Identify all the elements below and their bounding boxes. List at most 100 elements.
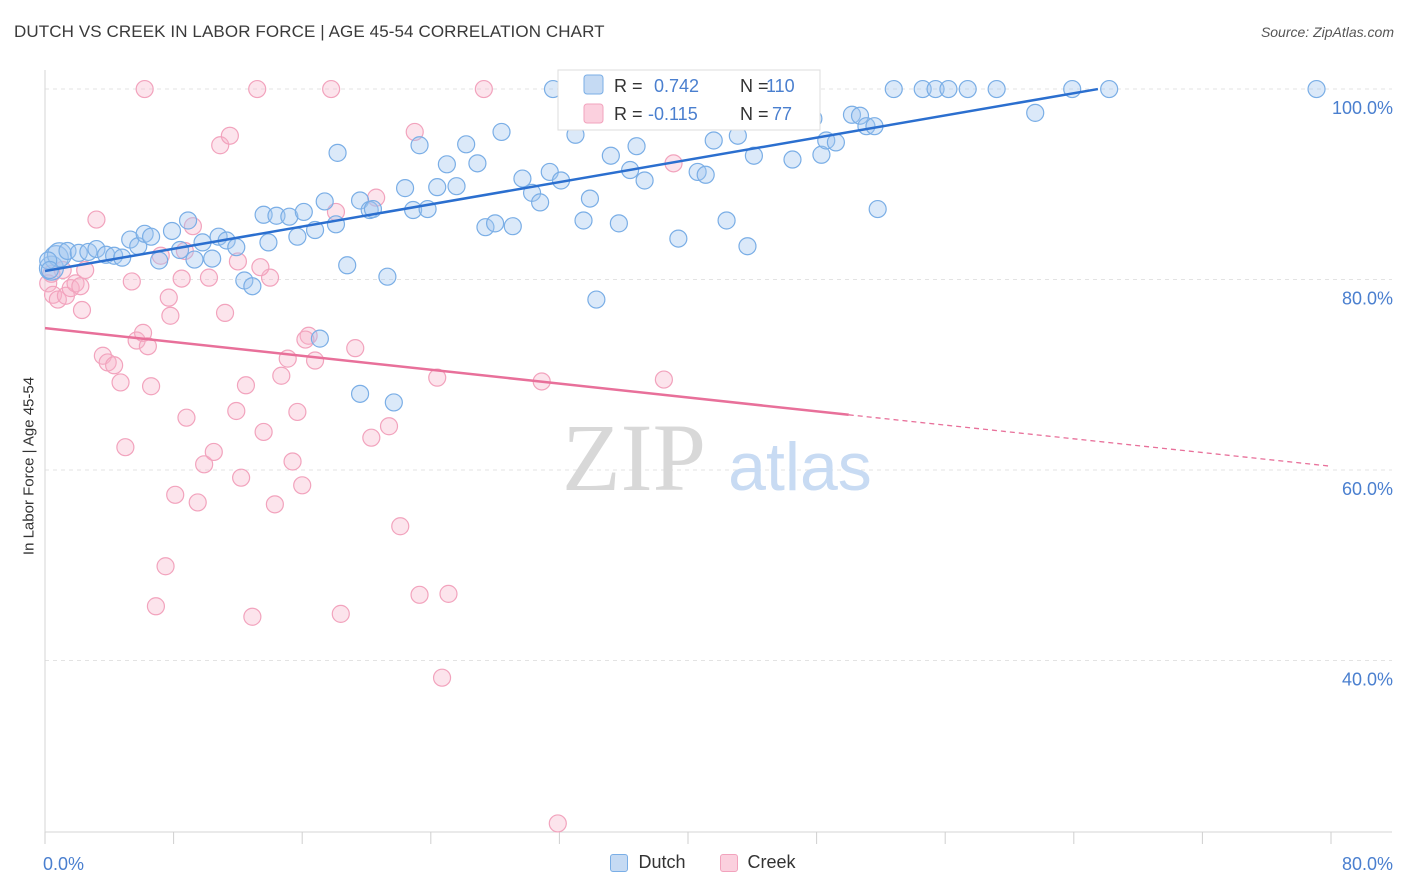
creek-point (293, 476, 312, 495)
creek-point (172, 269, 191, 288)
creek-point (439, 584, 458, 603)
dutch-point (326, 215, 346, 234)
creek-point (146, 597, 166, 616)
creek-point (654, 370, 673, 389)
creek-point (127, 331, 146, 350)
legend-item-dutch: Dutch (610, 852, 686, 873)
trend-lines (44, 87, 1332, 467)
creek-point (432, 668, 452, 687)
creek-legend-swatch (583, 103, 604, 124)
dutch-point (288, 227, 307, 246)
dutch-point (69, 243, 88, 262)
dutch-point (580, 189, 600, 208)
creek-point (228, 252, 247, 271)
dutch-point (587, 290, 606, 309)
creek-swatch (719, 853, 738, 872)
dutch-point (627, 137, 646, 156)
x-tick-labels: 0.0% 80.0% (43, 854, 1393, 874)
dutch-point (378, 267, 397, 286)
dutch-point (437, 155, 456, 174)
creek-point (204, 442, 223, 462)
creek-point (71, 277, 90, 296)
creek-n-label: N = (740, 104, 769, 124)
dutch-point (259, 233, 278, 252)
creek-point (211, 136, 230, 155)
creek-point (199, 268, 219, 287)
creek-point (428, 368, 447, 387)
y-tick-label: 40.0% (1342, 670, 1393, 690)
dutch-point (395, 179, 415, 198)
dutch-point (254, 205, 273, 224)
dutch-point (457, 135, 476, 154)
creek-point (111, 373, 130, 392)
creek-trend-extension (848, 414, 1332, 467)
dutch-n-value: 110 (766, 76, 795, 96)
dutch-point (492, 122, 511, 142)
dutch-point (1100, 79, 1119, 99)
dutch-point (468, 154, 487, 173)
creek-point (135, 79, 154, 99)
dutch-point (868, 199, 887, 219)
dutch-point (170, 240, 190, 260)
creek-point (243, 607, 262, 626)
creek-point (188, 493, 207, 512)
legend-label-dutch: Dutch (638, 852, 686, 872)
dutch-point (884, 79, 903, 99)
creek-point (322, 79, 341, 99)
grid-lines (45, 88, 1392, 662)
creek-point (254, 422, 273, 442)
dutch-point (987, 79, 1006, 99)
dutch-r-label: R = (614, 76, 643, 96)
y-axis-title: In Labor Force | Age 45-54 (20, 376, 38, 556)
creek-point (272, 366, 291, 385)
dutch-point (428, 178, 447, 197)
dutch-point (58, 241, 77, 261)
creek-point (405, 122, 424, 142)
creek-point (391, 517, 410, 536)
creek-point (548, 814, 567, 833)
creek-point (183, 217, 202, 236)
dutch-point (87, 239, 106, 259)
y-tick-labels: 100.0% 80.0% 60.0% 40.0% (1332, 98, 1393, 690)
dutch-point (926, 79, 945, 99)
dutch-point (280, 207, 299, 226)
creek-point (122, 272, 141, 291)
y-tick-label: 80.0% (1342, 289, 1393, 309)
dutch-legend-swatch (583, 74, 604, 95)
creek-point (296, 330, 315, 349)
dutch-point (384, 393, 403, 412)
dutch-point (315, 192, 334, 211)
dutch-point (812, 145, 831, 164)
dutch-point (227, 238, 246, 257)
creek-point (39, 274, 58, 293)
dutch-point (178, 211, 198, 230)
creek-point (265, 495, 284, 514)
dutch-point (783, 150, 802, 169)
dutch-point (1307, 79, 1326, 99)
watermark-zip: ZIP (562, 404, 706, 511)
dutch-point (635, 171, 654, 190)
y-tick-label: 60.0% (1342, 479, 1393, 499)
dutch-point (350, 384, 370, 403)
creek-point (236, 376, 256, 395)
dutch-point (203, 249, 222, 268)
chart-title: DUTCH VS CREEK IN LABOR FORCE | AGE 45-5… (14, 22, 605, 41)
dutch-point (328, 143, 347, 162)
creek-point (215, 303, 235, 322)
creek-r-label: R = (614, 104, 643, 124)
dutch-point (503, 217, 522, 236)
creek-point (305, 351, 325, 370)
creek-point (87, 210, 106, 229)
legend-item-creek: Creek (719, 852, 796, 873)
dutch-point (294, 202, 313, 222)
dutch-swatch (610, 853, 629, 872)
watermark-atlas: atlas (728, 429, 872, 505)
dutch-point (513, 169, 532, 188)
creek-point (288, 402, 307, 422)
dutch-point (243, 277, 262, 296)
x-tick-label: 0.0% (43, 854, 84, 874)
creek-point (283, 452, 302, 471)
dutch-point (704, 131, 723, 150)
creek-point (116, 438, 135, 457)
